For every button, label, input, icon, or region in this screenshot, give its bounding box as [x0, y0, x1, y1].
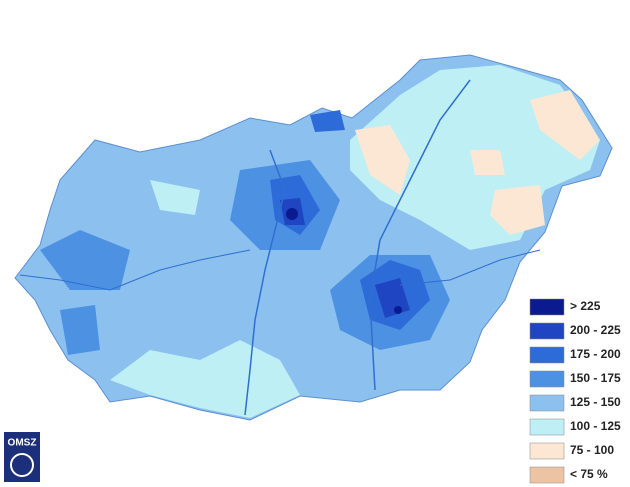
logo-box — [4, 432, 40, 482]
area-75-100 — [470, 150, 505, 175]
legend-label: 125 - 150 — [570, 395, 621, 409]
legend-swatch — [529, 442, 565, 460]
area-175-200 — [310, 110, 345, 132]
legend-swatch — [529, 298, 565, 316]
area-150-175 — [60, 305, 100, 355]
legend-label: 100 - 125 — [570, 419, 621, 433]
area-100-125 — [150, 180, 200, 215]
area-75-100 — [355, 125, 410, 195]
logo-text: OMSZ — [8, 438, 37, 449]
area-over-225 — [394, 306, 402, 314]
area-75-100 — [490, 185, 545, 235]
river — [19, 249, 251, 291]
river — [244, 149, 286, 416]
area-150-175 — [40, 230, 130, 290]
logo: OMSZ — [4, 432, 40, 482]
area-over-225 — [286, 208, 298, 220]
area-100-125 — [110, 340, 300, 418]
legend: > 225 200 - 225 175 - 200 150 - 175 125 - 15… — [529, 298, 621, 484]
river — [399, 249, 541, 286]
legend-swatch — [529, 322, 565, 340]
legend-label: < 75 % — [570, 467, 608, 481]
legend-label: 75 - 100 — [570, 443, 614, 457]
legend-label: 200 - 225 — [570, 323, 621, 337]
legend-label: > 225 — [570, 299, 601, 313]
logo-emblem — [10, 453, 34, 477]
legend-swatch — [529, 418, 565, 436]
legend-label: 175 - 200 — [570, 347, 621, 361]
legend-swatch — [529, 346, 565, 364]
legend-swatch — [529, 466, 565, 484]
legend-label: 150 - 175 — [570, 371, 621, 385]
area-75-100 — [530, 90, 600, 160]
river — [369, 79, 471, 391]
legend-swatch — [529, 370, 565, 388]
country-map — [14, 54, 613, 421]
legend-swatch — [529, 394, 565, 412]
